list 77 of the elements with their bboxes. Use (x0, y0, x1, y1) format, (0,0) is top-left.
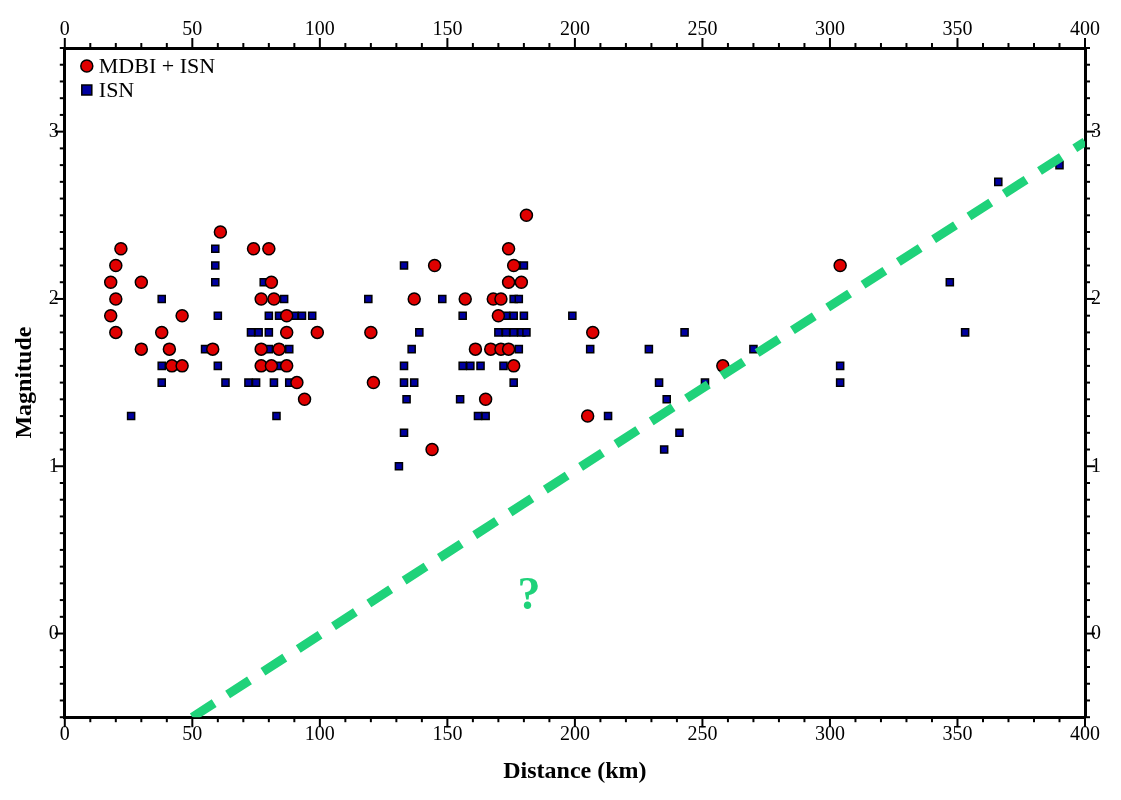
point (425, 442, 439, 457)
point (514, 275, 529, 289)
x2-tick-label: 100 (304, 17, 335, 40)
y2-tick-label: 3 (1091, 118, 1101, 141)
point (175, 359, 189, 373)
point (407, 292, 421, 306)
point (246, 242, 261, 256)
y-axis-title: Magnitude (9, 326, 36, 439)
point (279, 325, 294, 340)
point (506, 258, 521, 273)
y2-tick-label: 1 (1091, 453, 1101, 476)
point (267, 292, 281, 306)
point (272, 342, 286, 356)
point (501, 342, 516, 356)
x-tick-label: 100 (304, 722, 335, 745)
y2-tick-label: 2 (1091, 286, 1101, 309)
point (833, 258, 847, 273)
point (262, 242, 276, 256)
x2-tick-label: 300 (814, 17, 845, 40)
x-axis-title: Distance (km) (503, 756, 647, 783)
point (427, 258, 442, 273)
point (279, 308, 294, 323)
x2-tick-label: 350 (942, 17, 973, 40)
point (279, 359, 294, 373)
y-tick-label: 2 (48, 286, 59, 309)
point (364, 325, 378, 340)
x-tick-label: 200 (559, 722, 590, 745)
point (506, 359, 521, 373)
point (103, 308, 118, 323)
point (213, 225, 228, 239)
y2-tick-label: 0 (1091, 620, 1101, 643)
point (103, 275, 118, 289)
point (297, 392, 312, 407)
x2-tick-label: 200 (559, 17, 590, 40)
point (580, 409, 595, 423)
point (366, 375, 381, 390)
point (162, 342, 177, 356)
point (491, 308, 506, 323)
point (458, 292, 472, 306)
point (114, 242, 128, 256)
annotation: ? (517, 567, 541, 619)
x-tick-label: 150 (432, 722, 463, 745)
legend-label: ISN (98, 76, 135, 102)
x-tick-label: 50 (182, 722, 203, 745)
legend-label: MDBI + ISN (98, 52, 216, 78)
x2-tick-label: 400 (1070, 17, 1100, 40)
x2-tick-label: 50 (182, 17, 203, 40)
x-tick-label: 400 (1070, 722, 1100, 745)
point (109, 325, 123, 340)
x-tick-label: 350 (942, 722, 973, 745)
x2-tick-label: 150 (432, 17, 463, 40)
x-tick-label: 300 (814, 722, 845, 745)
point (175, 308, 189, 323)
point (264, 275, 279, 289)
point (154, 325, 169, 340)
point (109, 258, 123, 273)
point (254, 342, 268, 356)
point (501, 242, 516, 256)
point (468, 342, 483, 356)
point (501, 275, 516, 289)
point (264, 359, 279, 373)
y-tick-label: 0 (48, 620, 59, 643)
point (478, 392, 493, 407)
point (586, 325, 600, 340)
y-tick-label: 1 (48, 453, 59, 476)
point (290, 375, 304, 390)
x2-tick-label: 250 (687, 17, 718, 40)
x-tick-label: 250 (687, 722, 718, 745)
point (310, 325, 325, 340)
point (519, 208, 534, 223)
point (254, 292, 268, 306)
point (205, 342, 220, 356)
y-tick-label: 3 (48, 118, 59, 141)
point (134, 275, 149, 289)
point (494, 292, 508, 306)
point (109, 292, 123, 306)
point (134, 342, 149, 356)
